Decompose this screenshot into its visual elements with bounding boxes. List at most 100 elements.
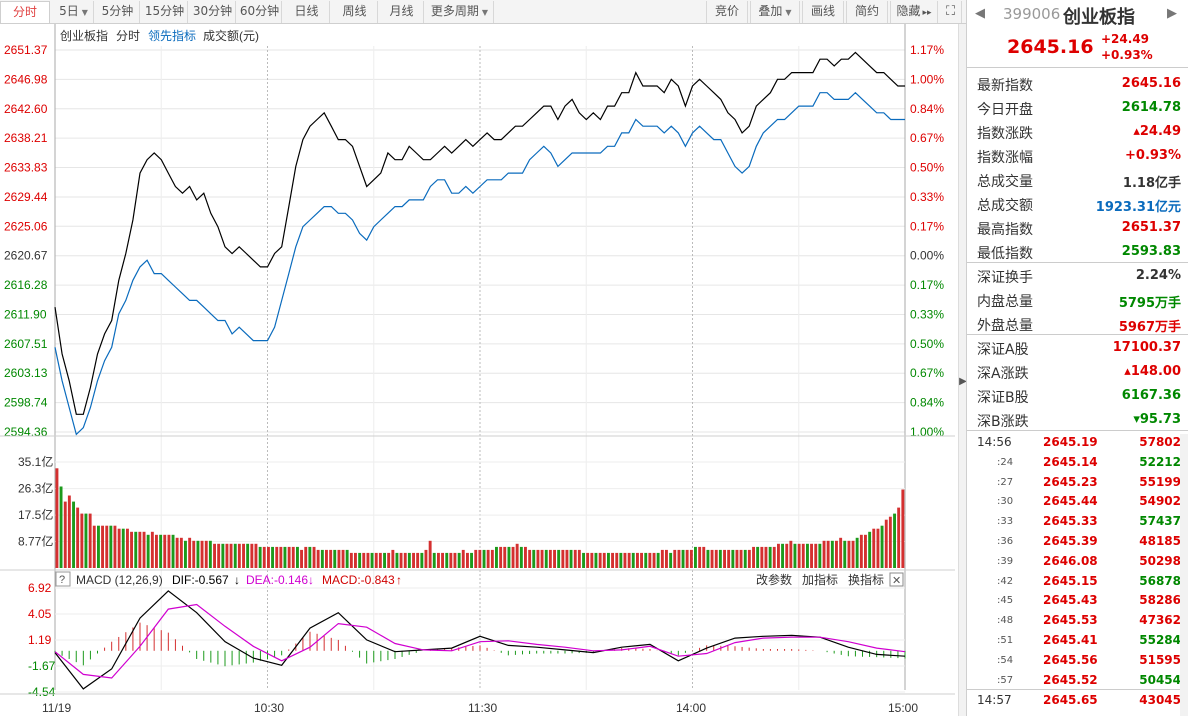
volume-bar [308,546,312,568]
y-right-tick: 0.50% [910,161,944,175]
period-tab[interactable]: 月线 [380,1,424,23]
volume-bar [810,543,813,568]
stat-label: 深证B股 [977,390,1029,406]
stat-row: 最低指数 2593.83 [967,240,1188,264]
volume-bar [374,552,378,568]
volume-bar [407,552,411,568]
tick-volume: 48185 [1139,534,1181,548]
chart-legend: 成交额(元) [203,28,259,43]
volume-bar [316,549,320,568]
volume-bar [117,528,121,568]
toolbar-button[interactable]: 隐藏 ▸▸ [890,1,938,23]
volume-bar [258,546,262,568]
period-tab[interactable]: 15分钟 [142,1,188,23]
volume-bar [714,549,718,568]
volume-bar [660,549,664,568]
stat-row: 总成交量 1.18亿手 [967,168,1188,192]
x-axis-label: 14:00 [676,701,706,715]
stat-value: 5967万手 [1118,320,1181,335]
tick-time: :30 [997,496,1014,508]
y-right-tick: 0.17% [910,278,944,292]
volume-bar [793,543,797,568]
volume-bar [130,531,133,568]
panel-splitter[interactable]: ▶ [958,24,967,716]
volume-bar [640,552,643,568]
volume-bar [399,552,403,568]
y-left-tick: 2620.67 [4,249,48,263]
prev-arrow-icon[interactable]: ◀ [975,6,985,21]
y-right-tick: 1.00% [910,72,944,86]
volume-bar [466,552,469,568]
tick-row: 14:56 2645.19 57802 [967,432,1188,452]
next-arrow-icon[interactable]: ▶ [1167,6,1177,21]
volume-bar [88,513,92,568]
period-tab[interactable]: 分时 [0,1,50,23]
tick-time: 14:57 [977,693,1012,708]
volume-bar [126,528,129,568]
volume-bar [702,546,706,568]
volume-bar [213,543,216,568]
volume-bar [320,549,324,568]
stat-value: 17100.37 [1112,340,1181,355]
tick-scrollbar[interactable] [1180,434,1188,716]
volume-bar [888,516,892,568]
volume-bar [478,549,482,568]
volume-bar [171,534,175,568]
volume-bar [378,552,382,568]
period-tab[interactable]: 更多周期 ▼ [426,1,494,23]
volume-bar [507,546,511,568]
close-icon[interactable] [889,572,904,587]
period-tab[interactable]: 周线 [332,1,378,23]
period-tab[interactable]: 5分钟 [96,1,140,23]
period-tab[interactable]: 30分钟 [190,1,236,23]
volume-bar [175,537,179,568]
volume-bar [611,552,614,568]
volume-bar [437,552,440,568]
y-right-tick: 0.67% [910,131,944,145]
volume-bar [229,543,233,568]
tick-row: :30 2645.44 54902 [967,491,1188,511]
volume-bar [598,552,602,568]
stat-label: 深证A股 [977,342,1029,358]
expand-icon[interactable]: ⛶ [940,1,962,23]
index-line [54,51,905,415]
toolbar-button[interactable]: 叠加 ▼ [750,1,800,23]
section-divider [967,334,1188,335]
volume-tick: 8.77亿 [18,534,53,549]
period-tab[interactable]: 60分钟 [238,1,282,23]
volume-bar [237,543,241,568]
toolbar-button[interactable]: 画线 [802,1,844,23]
tick-row: :51 2645.41 55284 [967,630,1188,650]
tick-row: :42 2645.15 56878 [967,571,1188,591]
volume-bar [835,540,838,568]
volume-bar [731,549,735,568]
stat-row: 最高指数 2651.37 [967,216,1188,240]
stat-label: 总成交额 [977,198,1033,214]
volume-bar [105,525,109,568]
period-tab[interactable]: 日线 [284,1,330,23]
chart-area[interactable]: 2651.37 1.17% 2646.98 1.00% 2642.60 0.84% 2638… [0,24,958,716]
volume-bar [855,537,859,568]
toolbar-button[interactable]: 竞价 [706,1,748,23]
help-icon[interactable] [55,571,71,587]
volume-bar [847,540,851,568]
x-axis-label: 11/19 [42,701,71,715]
collapse-arrow-icon[interactable]: ▶ [959,376,967,387]
volume-bar [113,525,117,568]
tick-price: 2645.53 [1043,613,1098,628]
volume-bar [109,525,113,568]
period-tab-label: 5日 [59,4,79,18]
toolbar-button[interactable]: 简约 [846,1,888,23]
period-tab[interactable]: 5日 ▼ [54,1,94,23]
stat-row: 内盘总量 5795万手 [967,288,1188,312]
stat-value: 2645.16 [1121,76,1181,91]
y-left-tick: 2598.74 [4,396,48,410]
volume-bar [499,546,503,568]
caret-down-icon: ▼ [785,8,792,17]
price-change: +24.49 [1101,32,1150,46]
chart-legend: 领先指标 [148,28,196,43]
volume-bar [420,552,424,568]
volume-bar [893,513,896,568]
volume-bar [225,543,229,568]
volume-bar [673,549,677,568]
